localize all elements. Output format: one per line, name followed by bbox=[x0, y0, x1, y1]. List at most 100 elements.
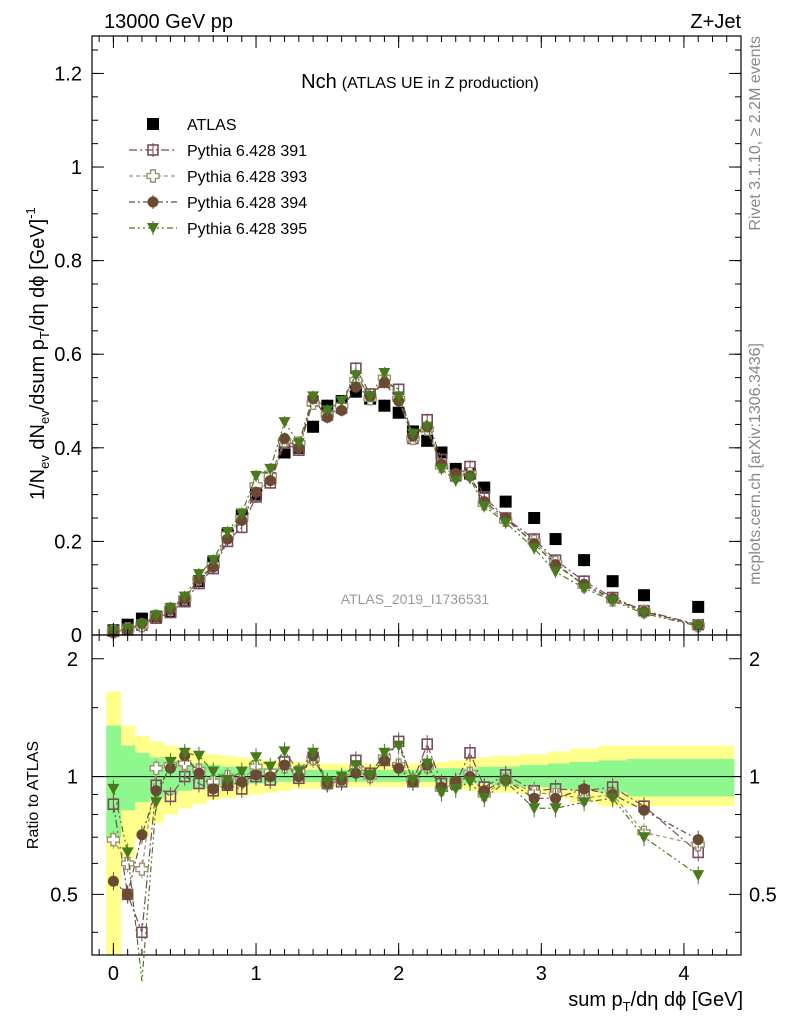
ratio-point bbox=[606, 793, 619, 805]
ratio-ytick-label: 1 bbox=[67, 767, 78, 789]
legend-label: Pythia 6.428 393 bbox=[187, 169, 307, 186]
ratio-point bbox=[221, 774, 234, 786]
ratio-point bbox=[120, 856, 135, 871]
band-inner bbox=[305, 769, 321, 782]
ratio-frame bbox=[91, 634, 742, 956]
data-point bbox=[463, 473, 476, 485]
data-point bbox=[578, 583, 591, 595]
data-point bbox=[406, 428, 419, 440]
data-point bbox=[528, 512, 541, 525]
data-point bbox=[435, 446, 448, 459]
legend-label: ATLAS bbox=[187, 117, 237, 134]
analysis-label: ATLAS_2019_I1736531 bbox=[341, 591, 490, 607]
svg-text:sum pT/dη dϕ [GeV]: sum pT/dη dϕ [GeV] bbox=[568, 989, 743, 1014]
ratio-point bbox=[406, 774, 419, 786]
data-point bbox=[449, 475, 462, 487]
ytick-label: 0.4 bbox=[54, 438, 82, 460]
ratio-point bbox=[499, 776, 512, 788]
xtick-label: 0 bbox=[108, 963, 119, 985]
ratio-point bbox=[264, 761, 277, 773]
ratio-point bbox=[578, 783, 590, 795]
data-point bbox=[321, 411, 333, 423]
ratio-point bbox=[335, 771, 348, 783]
ratio-point bbox=[107, 783, 120, 795]
ratio-line bbox=[112, 744, 699, 982]
ratio-point bbox=[121, 847, 134, 859]
ratio-ytick-label: 2 bbox=[67, 649, 78, 671]
data-point bbox=[178, 591, 191, 603]
data-point bbox=[307, 391, 320, 403]
series-line bbox=[113, 371, 699, 632]
data-point bbox=[321, 405, 334, 417]
data-point bbox=[335, 396, 348, 408]
series-line bbox=[113, 381, 699, 633]
ratio-point bbox=[364, 769, 377, 781]
ratio-ytick-label-right: 1 bbox=[749, 767, 760, 789]
band-inner bbox=[662, 758, 735, 797]
ytick-label: 0 bbox=[71, 625, 82, 647]
ratio-point bbox=[692, 834, 704, 846]
legend-label: Pythia 6.428 395 bbox=[187, 221, 307, 238]
data-point bbox=[292, 438, 305, 450]
ratio-point bbox=[463, 776, 476, 788]
data-point bbox=[692, 600, 705, 613]
ratio-point bbox=[207, 766, 220, 778]
ratio-point bbox=[550, 792, 562, 804]
data-point bbox=[378, 367, 391, 379]
legend-marker bbox=[147, 196, 159, 208]
ratio-ytick-label: 0.5 bbox=[50, 884, 78, 906]
series-line bbox=[113, 376, 699, 633]
data-point bbox=[549, 533, 562, 546]
ratio-point bbox=[236, 776, 248, 788]
band-inner bbox=[120, 745, 136, 811]
ratio-point bbox=[164, 756, 177, 768]
data-point bbox=[221, 527, 234, 539]
side-text-bottom: mcplots.cern.ch [arXiv:1306.3436] bbox=[747, 343, 764, 585]
ratio-point bbox=[421, 758, 434, 770]
ratio-point bbox=[349, 760, 362, 772]
ratio-point bbox=[235, 766, 248, 778]
band-inner bbox=[377, 769, 393, 782]
data-point bbox=[150, 610, 163, 622]
ratio-point bbox=[307, 747, 320, 759]
data-point bbox=[164, 602, 177, 614]
data-point bbox=[264, 475, 276, 487]
band-inner bbox=[134, 752, 150, 803]
ratio-point bbox=[250, 752, 263, 764]
ratio-ytick-label-right: 0.5 bbox=[749, 884, 777, 906]
ratio-point bbox=[164, 790, 177, 803]
ratio-point bbox=[692, 870, 705, 882]
ratio-point bbox=[435, 787, 448, 799]
data-point bbox=[121, 623, 134, 635]
data-point bbox=[549, 566, 562, 578]
data-point bbox=[499, 517, 512, 529]
ratio-point bbox=[264, 771, 276, 783]
ratio-point bbox=[207, 783, 219, 795]
data-point bbox=[235, 508, 248, 520]
ratio-ytick-label-right: 2 bbox=[749, 649, 760, 671]
ratio-ylabel: Ratio to ATLAS bbox=[25, 741, 42, 849]
header-left: 13000 GeV pp bbox=[104, 11, 233, 33]
legend-marker bbox=[146, 169, 160, 183]
ytick-label: 1 bbox=[71, 157, 82, 179]
data-point bbox=[378, 376, 390, 388]
ratio-point bbox=[478, 793, 491, 805]
legend-label: Pythia 6.428 391 bbox=[187, 143, 307, 160]
chart-title: Nch (ATLAS UE in Z production) bbox=[301, 71, 539, 93]
legend: ATLAS Pythia 6.428 391 Pythia 6.428 393 Pyt… bbox=[129, 117, 307, 238]
ratio-point bbox=[150, 797, 163, 809]
legend-marker bbox=[147, 223, 159, 234]
ratio-point bbox=[149, 761, 163, 775]
band-inner bbox=[626, 758, 664, 797]
main-ylabel: 1/Nev dNev/dsum pT/dη dϕ [GeV]-1 bbox=[23, 207, 52, 500]
ratio-point bbox=[107, 875, 119, 887]
data-point bbox=[478, 501, 491, 513]
ratio-point bbox=[292, 766, 305, 778]
ratio-point bbox=[136, 829, 148, 841]
data-point bbox=[336, 404, 348, 416]
ratio-point bbox=[464, 747, 476, 759]
data-point bbox=[207, 555, 220, 567]
data-point bbox=[364, 391, 377, 403]
chart-title-sub: (ATLAS UE in Z production) bbox=[342, 75, 539, 92]
ratio-point bbox=[321, 776, 334, 788]
